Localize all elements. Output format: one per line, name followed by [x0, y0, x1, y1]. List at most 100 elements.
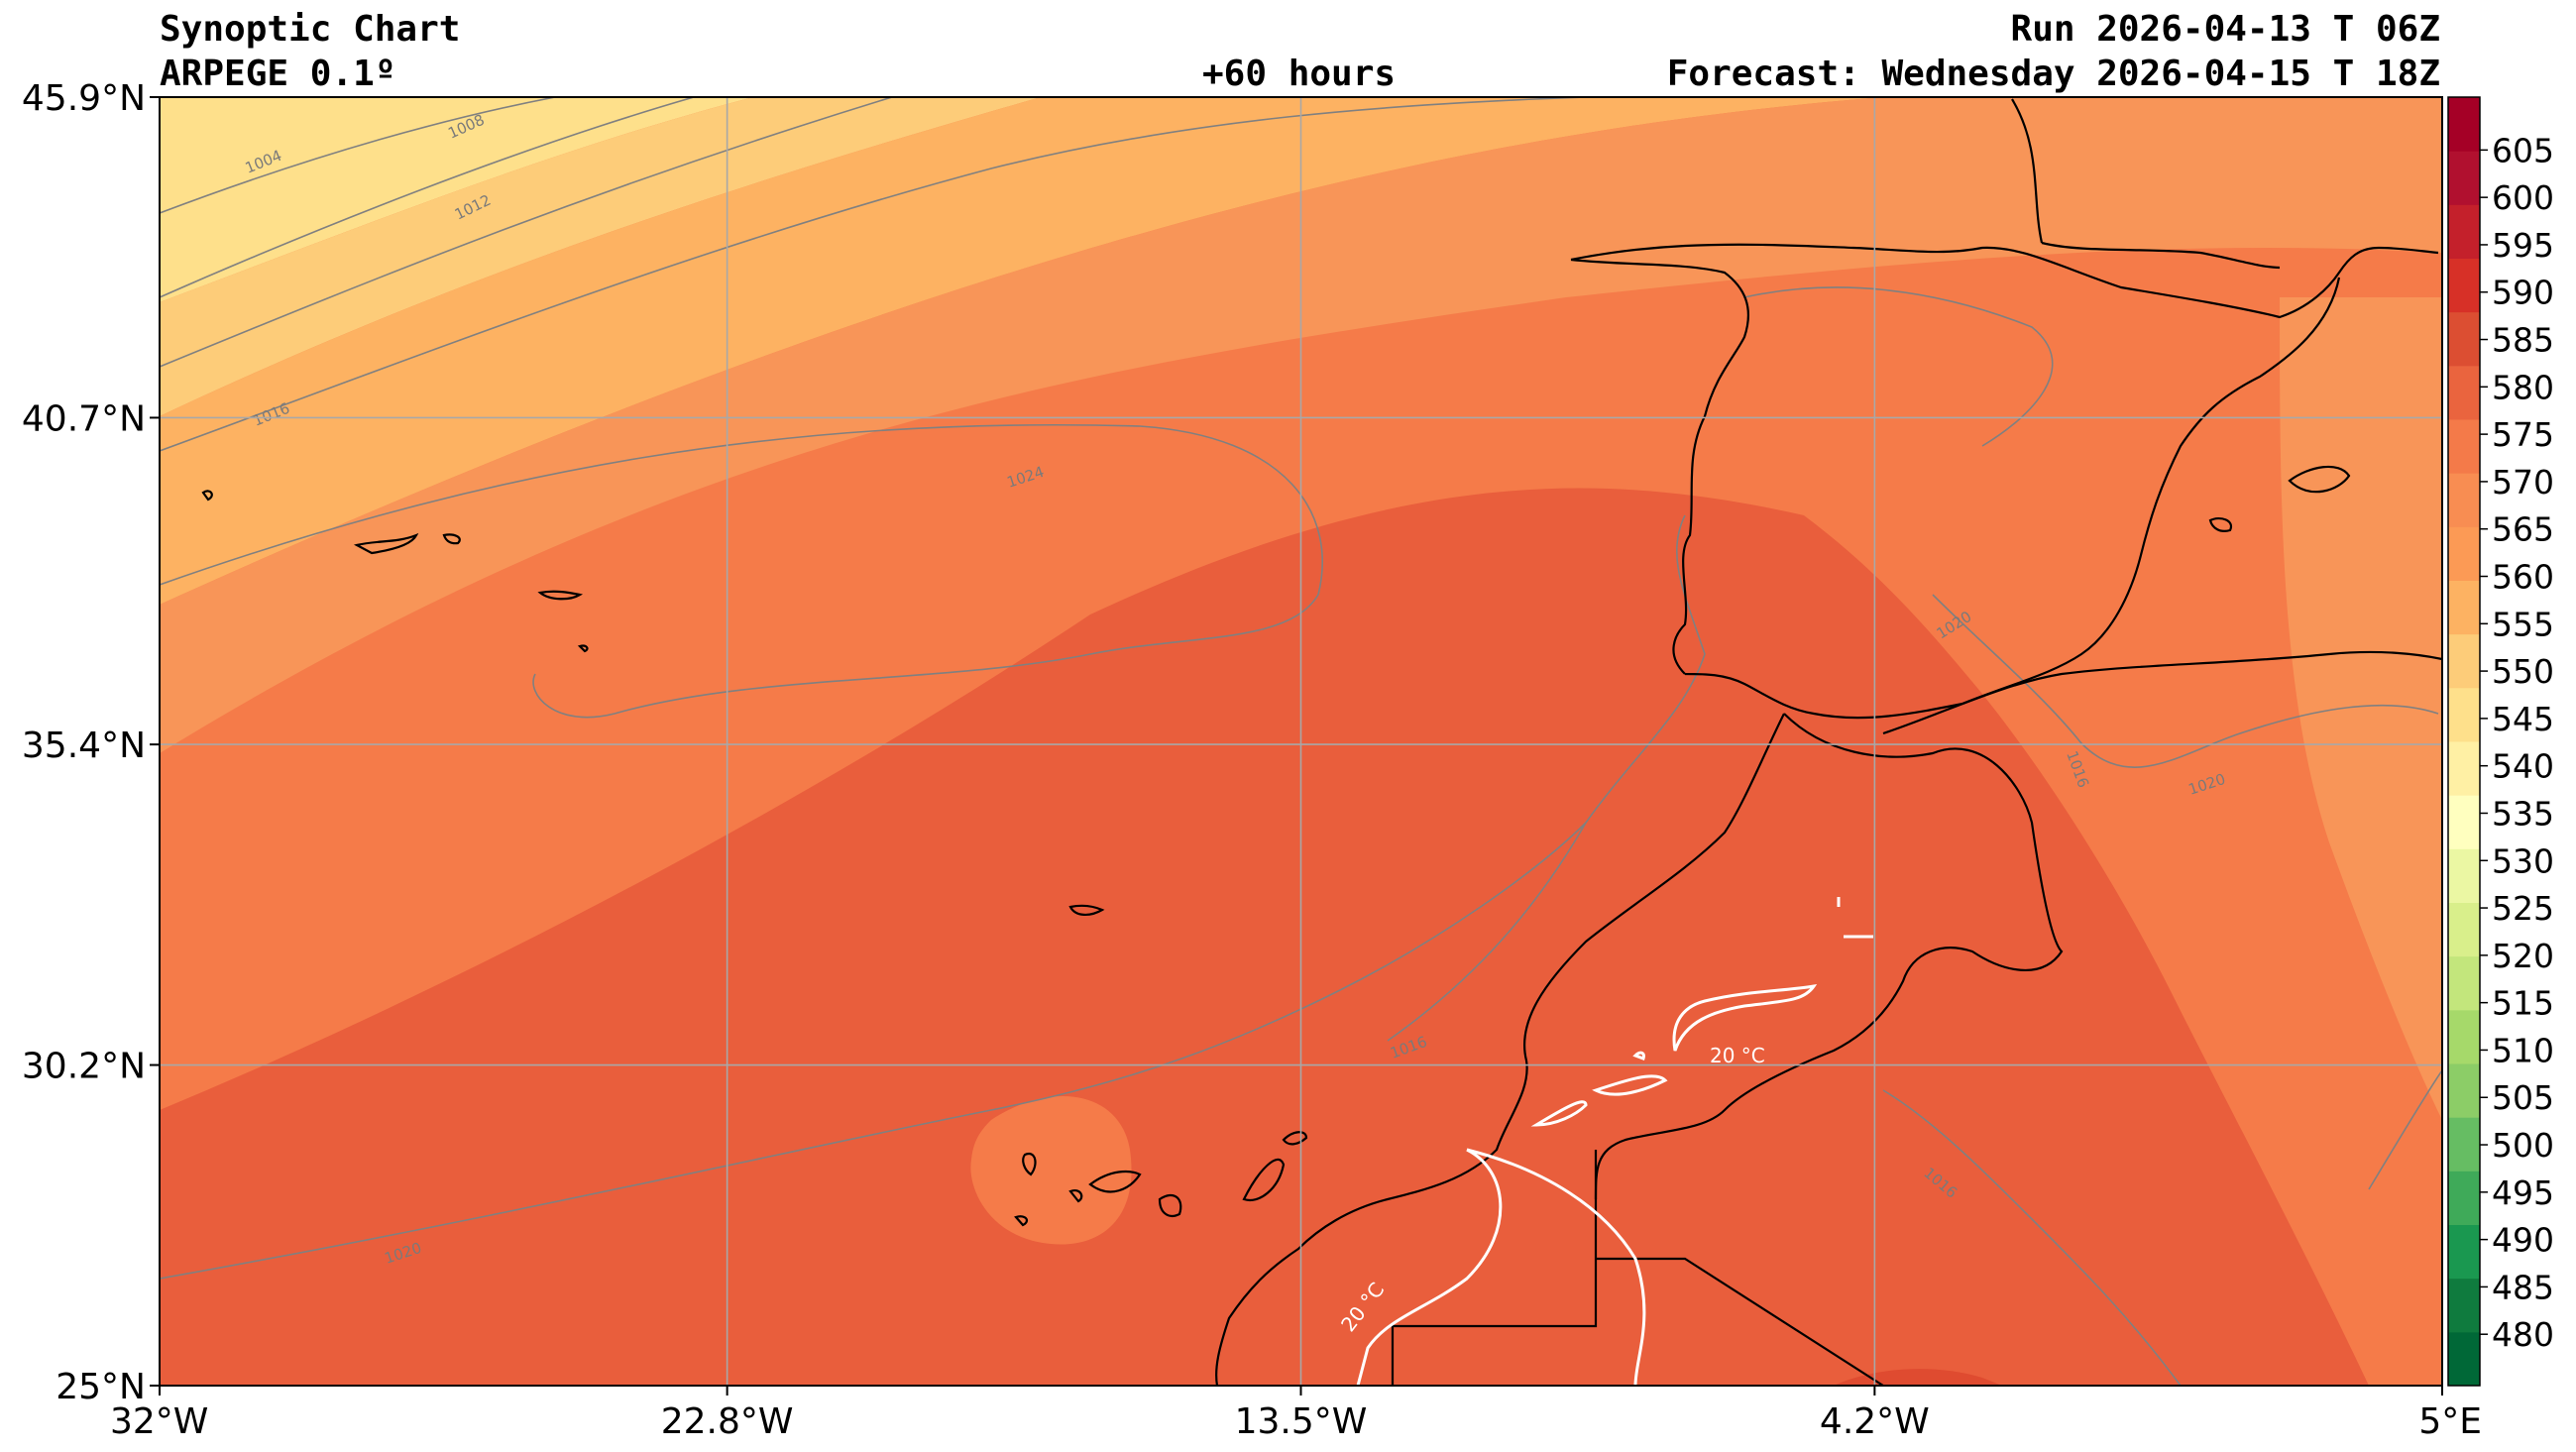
morocco-border [1594, 713, 2064, 1200]
morocco-coast [1215, 713, 1785, 1386]
azores-2 [353, 532, 419, 555]
lon-tick-label: 13.5°W [1235, 1401, 1368, 1442]
colorbar-segment [2448, 1278, 2480, 1333]
colorbar-tick-label: 590 [2492, 274, 2554, 312]
colorbar-tick-label: 575 [2492, 415, 2554, 454]
band-585 [160, 488, 2369, 1386]
azores-4 [537, 590, 584, 601]
band-565 [160, 97, 1041, 416]
colorbar-segment [2448, 1331, 2480, 1387]
canary-3 [1158, 1193, 1182, 1217]
colorbar: 480 485 490 495 500 505 510 515 520 525 530 535 540 5… [2447, 96, 2554, 1387]
balearic-1 [2288, 465, 2351, 494]
france-coast [2011, 98, 2281, 270]
run-label: Run 2026-04-13 T 06Z [2010, 9, 2440, 50]
colorbar-tick-label: 560 [2492, 558, 2554, 597]
colorbar-tick-label: 585 [2492, 321, 2554, 360]
lon-tick-label: 5°E [2418, 1401, 2482, 1442]
canary-7 [1282, 1131, 1308, 1146]
colorbar-tick-label: 495 [2492, 1173, 2554, 1212]
colorbar-segment [2448, 795, 2480, 849]
canary-2 [1088, 1170, 1142, 1193]
algeria-coast [1882, 650, 2442, 735]
colorbar-tick-label: 525 [2492, 889, 2554, 928]
canary-5 [1068, 1189, 1083, 1203]
colorbar-tick-label: 600 [2492, 178, 2554, 217]
colorbar-tick-label: 510 [2492, 1031, 2554, 1069]
azores-1 [201, 490, 213, 502]
colorbar-tick-label: 605 [2492, 131, 2554, 169]
colorbar-segment [2448, 633, 2480, 689]
lon-tick-label: 22.8°W [661, 1401, 794, 1442]
isobars [160, 97, 2442, 1386]
colorbar-tick-label: 530 [2492, 841, 2554, 880]
canary-1 [1022, 1152, 1037, 1176]
temperature-label: 20 °C [1710, 1044, 1765, 1067]
colorbar-tick-label: 500 [2492, 1126, 2554, 1165]
lat-axis: 45.9°N 40.7°N 35.4°N 30.2°N 25°N [22, 78, 160, 1407]
colorbar-segment [2448, 473, 2480, 527]
band-560 [160, 97, 753, 302]
balearic-2 [2208, 516, 2233, 532]
colorbar-segment [2448, 419, 2480, 474]
colorbar-segment [2448, 687, 2480, 742]
band-580-east [2280, 297, 2442, 1386]
iberia-coast [1570, 243, 2439, 720]
canary-4 [1242, 1158, 1286, 1202]
colorbar-tick-label: 580 [2492, 368, 2554, 406]
colorbar-tick-label: 485 [2492, 1268, 2554, 1306]
colorbar-tick-label: 565 [2492, 510, 2554, 549]
lat-tick-label: 25°N [56, 1367, 146, 1407]
colorbar-segment [2448, 311, 2480, 367]
model-label: ARPEGE 0.1º [160, 54, 396, 94]
temperature-contours [1356, 897, 1873, 1386]
colorbar-segment [2448, 848, 2480, 903]
colorbar-segment [2448, 580, 2480, 635]
azores-5 [577, 644, 589, 653]
colorbar-segment [2448, 1009, 2480, 1064]
colorbar-tick-label: 490 [2492, 1221, 2554, 1260]
colorbar-tick-label: 505 [2492, 1078, 2554, 1117]
colorbar-segment [2448, 1117, 2480, 1172]
chart-title: Synoptic Chart [160, 9, 461, 50]
sahara-border [1391, 1150, 1884, 1386]
colorbar-tick-label: 535 [2492, 794, 2554, 833]
lat-tick-label: 35.4°N [22, 726, 146, 766]
colorbar-segment [2448, 151, 2480, 205]
colorbar-segment [2448, 258, 2480, 313]
colorbar-segment [2448, 1224, 2480, 1280]
colorbar-tick-label: 480 [2492, 1315, 2554, 1354]
lat-tick-label: 45.9°N [22, 78, 146, 119]
lon-axis: 32°W 22.8°W 13.5°W 4.2°W 5°E [110, 1386, 2482, 1442]
colorbar-tick-label: 555 [2492, 605, 2554, 643]
band-570 [160, 97, 1883, 605]
azores-3 [442, 533, 461, 545]
colorbar-segment [2448, 365, 2480, 420]
band-575 [160, 97, 2442, 753]
colorbar-tick-label: 595 [2492, 226, 2554, 265]
lon-tick-label: 4.2°W [1820, 1401, 1930, 1442]
colorbar-tick-label: 570 [2492, 463, 2554, 502]
canary-6 [1014, 1215, 1029, 1227]
lon-tick-label: 32°W [110, 1401, 208, 1442]
colorbar-segment [2448, 526, 2480, 581]
lat-tick-label: 30.2°N [22, 1047, 146, 1087]
colorbar-tick-label: 540 [2492, 747, 2554, 786]
colorbar-tick-label: 515 [2492, 984, 2554, 1023]
canary-bubble [970, 1096, 1132, 1245]
lat-tick-label: 40.7°N [22, 398, 146, 439]
madeira [1068, 904, 1105, 916]
graticule [160, 97, 2442, 1386]
colorbar-tick-label: 550 [2492, 652, 2554, 691]
colorbar-tick-label: 520 [2492, 937, 2554, 975]
forecast-label: Forecast: Wednesday 2026-04-15 T 18Z [1666, 54, 2440, 94]
colorbar-segment [2448, 902, 2480, 957]
lead-time-label: +60 hours [1202, 54, 1397, 94]
colorbar-segment [2448, 955, 2480, 1011]
colorbar-segment [2448, 1171, 2480, 1225]
colorbar-segment [2448, 204, 2480, 259]
colorbar-tick-label: 545 [2492, 700, 2554, 738]
colorbar-segment [2448, 741, 2480, 796]
coastlines [201, 98, 2442, 1386]
